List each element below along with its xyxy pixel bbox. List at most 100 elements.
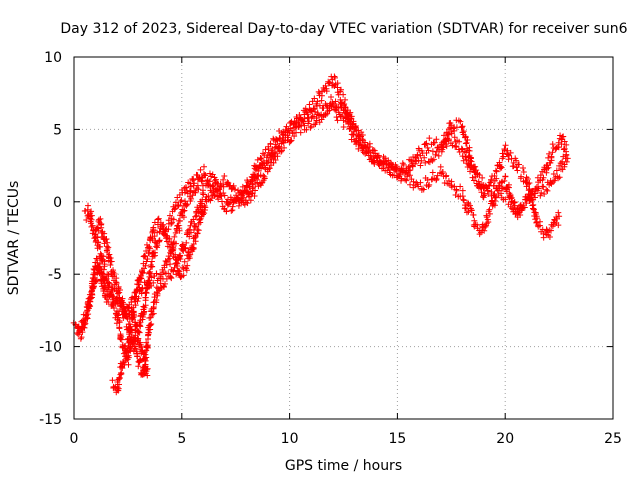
data-point bbox=[406, 163, 413, 170]
data-point bbox=[422, 140, 429, 147]
data-point bbox=[305, 120, 312, 127]
data-point bbox=[348, 136, 355, 143]
y-tick-label: -15 bbox=[39, 412, 62, 428]
x-tick-label: 0 bbox=[70, 431, 79, 447]
data-point bbox=[135, 363, 142, 370]
data-point bbox=[451, 183, 458, 190]
data-point bbox=[210, 185, 217, 192]
data-point bbox=[374, 154, 381, 161]
data-point bbox=[389, 172, 396, 179]
data-point bbox=[424, 144, 431, 151]
data-point bbox=[184, 227, 191, 234]
data-point bbox=[202, 172, 209, 179]
data-point bbox=[206, 178, 213, 185]
data-point bbox=[199, 196, 206, 203]
data-point bbox=[186, 187, 193, 194]
data-point bbox=[122, 353, 129, 360]
data-point bbox=[247, 197, 254, 204]
data-point bbox=[218, 193, 225, 200]
data-point bbox=[126, 338, 133, 345]
data-point bbox=[403, 177, 410, 184]
x-tick-label: 25 bbox=[604, 431, 622, 447]
data-point bbox=[312, 121, 319, 128]
data-point bbox=[408, 158, 415, 165]
data-point bbox=[540, 183, 547, 190]
data-point bbox=[526, 180, 533, 187]
data-point bbox=[186, 255, 193, 262]
data-point bbox=[448, 178, 455, 185]
y-axis-label: SDTVAR / TECUs bbox=[6, 181, 22, 296]
data-point bbox=[146, 268, 153, 275]
data-point bbox=[101, 230, 108, 237]
data-point bbox=[200, 191, 207, 198]
data-point bbox=[540, 234, 547, 241]
data-point bbox=[529, 205, 536, 212]
data-point bbox=[435, 152, 442, 159]
data-point bbox=[465, 154, 472, 161]
data-point bbox=[251, 192, 258, 199]
data-point bbox=[543, 186, 550, 193]
data-point bbox=[470, 212, 477, 219]
data-point bbox=[299, 117, 306, 124]
data-point bbox=[344, 111, 351, 118]
data-point bbox=[154, 216, 161, 223]
data-point bbox=[293, 115, 300, 122]
data-point bbox=[213, 188, 220, 195]
data-point bbox=[513, 164, 520, 171]
data-point bbox=[499, 150, 506, 157]
data-point bbox=[472, 169, 479, 176]
data-point bbox=[479, 223, 486, 230]
data-point bbox=[439, 168, 446, 175]
data-point bbox=[437, 163, 444, 170]
data-point bbox=[134, 322, 141, 329]
data-point bbox=[536, 218, 543, 225]
data-point bbox=[113, 295, 120, 302]
data-point bbox=[380, 165, 387, 172]
data-point bbox=[252, 187, 259, 194]
series-3 bbox=[92, 93, 571, 322]
data-point bbox=[95, 239, 102, 246]
x-tick-label: 20 bbox=[496, 431, 514, 447]
data-point bbox=[425, 183, 432, 190]
data-point bbox=[88, 208, 95, 215]
data-point bbox=[163, 261, 170, 268]
data-point bbox=[563, 158, 570, 165]
data-point bbox=[429, 169, 436, 176]
data-point bbox=[498, 164, 505, 171]
data-point bbox=[80, 311, 87, 318]
data-point bbox=[144, 336, 151, 343]
data-point bbox=[445, 136, 452, 143]
data-point bbox=[124, 348, 131, 355]
data-point bbox=[426, 135, 433, 142]
data-point bbox=[462, 205, 469, 212]
data-point bbox=[142, 294, 149, 301]
data-point bbox=[162, 280, 169, 287]
data-point bbox=[534, 187, 541, 194]
data-point bbox=[340, 91, 347, 98]
data-point bbox=[285, 134, 292, 141]
axes: 0 5 10 15 20 25 -15 -10 -5 0 5 10 bbox=[39, 50, 622, 447]
data-point bbox=[417, 179, 424, 186]
data-point bbox=[525, 190, 532, 197]
data-point bbox=[187, 222, 194, 229]
data-point bbox=[119, 365, 126, 372]
data-point bbox=[528, 197, 535, 204]
data-point bbox=[226, 200, 233, 207]
x-axis-label: GPS time / hours bbox=[285, 458, 402, 474]
data-point bbox=[116, 287, 123, 294]
data-point bbox=[495, 192, 502, 199]
data-point bbox=[493, 168, 500, 175]
data-point bbox=[195, 186, 202, 193]
data-point bbox=[150, 227, 157, 234]
data-point bbox=[459, 153, 466, 160]
data-point bbox=[331, 73, 338, 80]
data-point bbox=[415, 183, 422, 190]
data-point bbox=[417, 162, 424, 169]
data-point bbox=[517, 175, 524, 182]
data-point bbox=[322, 111, 329, 118]
data-point bbox=[474, 221, 481, 228]
data-point bbox=[479, 193, 486, 200]
data-point bbox=[141, 351, 148, 358]
data-point bbox=[162, 257, 169, 264]
data-point bbox=[136, 284, 143, 291]
